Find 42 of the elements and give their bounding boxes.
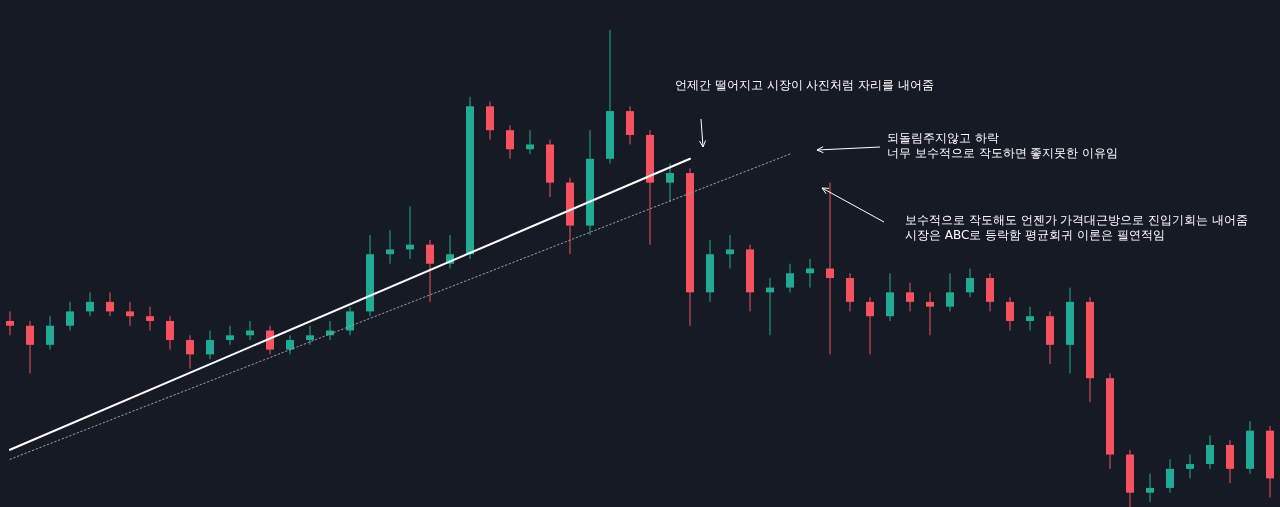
candlestick (906, 282, 914, 312)
candlestick (286, 334, 294, 355)
candlestick (1186, 454, 1194, 479)
candlestick (1146, 473, 1154, 503)
candlestick (926, 291, 934, 336)
candlestick (1026, 306, 1034, 332)
candlestick (306, 325, 314, 346)
candlestick (486, 101, 494, 141)
candlestick (626, 105, 634, 145)
candlestick (726, 234, 734, 269)
candlestick (66, 301, 74, 332)
candlestick (946, 272, 954, 312)
annotation: 보수적으로 작도해도 언젠가 가격대근방으로 진입기회는 내어줌 시장은 ABC로 등락함 평균회귀 이론은 필연적임 (905, 213, 1249, 242)
candlestick (786, 263, 794, 293)
candlestick (966, 268, 974, 298)
candlestick (506, 124, 514, 160)
candlestick (986, 272, 994, 312)
annotation: 언제간 떨어지고 시장이 사진처럼 자리를 내어줌 (675, 78, 935, 92)
candlestick (166, 315, 174, 351)
candlestick (86, 291, 94, 317)
candlestick (1166, 458, 1174, 494)
candlestick (1226, 439, 1234, 484)
candlestick (666, 163, 674, 203)
candlestick (226, 325, 234, 346)
candlestick (886, 272, 894, 322)
candlestick (426, 239, 434, 303)
candlestick (26, 320, 34, 374)
candlestick (126, 301, 134, 327)
candlestick (1206, 434, 1214, 470)
candlestick (106, 291, 114, 317)
candlestick (46, 315, 54, 351)
candlestick (146, 306, 154, 332)
candlestick (1006, 296, 1014, 332)
candlestick (866, 296, 874, 355)
candlestick (386, 229, 394, 265)
candlestick (206, 330, 214, 360)
candlestick (346, 306, 354, 336)
candlestick (846, 272, 854, 312)
candlestick (526, 129, 534, 155)
candlestick (186, 334, 194, 370)
candlestick (6, 310, 14, 336)
annotation: 되돌림주지않고 하락 너무 보수적으로 작도하면 좋지못한 이유임 (887, 131, 1119, 160)
